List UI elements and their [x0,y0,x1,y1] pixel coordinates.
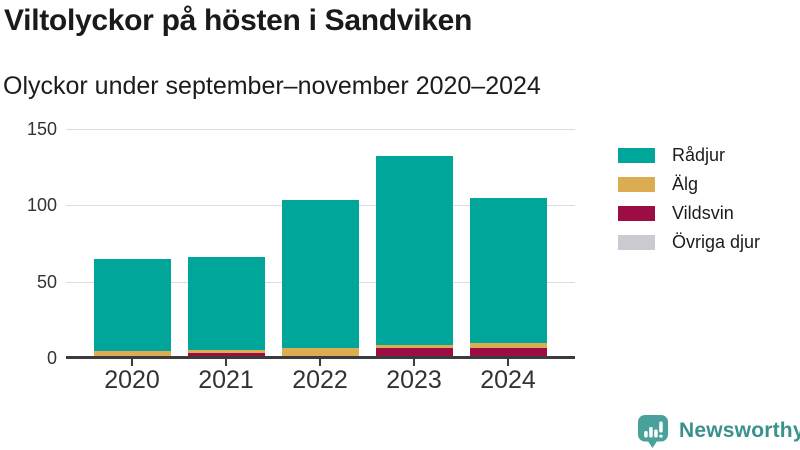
legend-label: Vildsvin [672,203,734,223]
bar-segment-2024-Älg [469,343,547,348]
x-axis-tick [507,358,509,366]
bar-segment-2021-Vildsvin [187,353,265,356]
chart-subtitle: Olyckor under september–november 2020–20… [3,72,541,100]
legend-item-Älg: Älg [618,174,760,194]
bar-segment-2024-Vildsvin [469,348,547,356]
bar-segment-2022-Rådjur [281,200,359,348]
legend-label: Älg [672,174,699,194]
bar-2021 [187,257,265,356]
newsworthy-icon [638,415,668,448]
bar-2022 [281,200,359,356]
legend-item-Rådjur: Rådjur [618,145,760,165]
legend-label: Rådjur [672,145,726,165]
newsworthy-logo-link[interactable]: Newsworthy [636,413,800,449]
legend-item-Vildsvin: Vildsvin [618,203,760,223]
legend-swatch [618,234,655,250]
newsworthy-logo-text: Newsworthy [679,419,800,442]
bar-segment-2020-Älg [93,351,171,356]
x-axis-label-2022: 2022 [292,366,348,394]
x-axis-line [66,356,575,359]
bar-segment-2022-Älg [281,348,359,356]
legend-swatch [618,205,655,221]
bar-2023 [375,156,453,356]
legend-swatch [618,176,655,192]
legend-item-Övriga djur: Övriga djur [618,232,760,252]
chart-title: Viltolyckor på hösten i Sandviken [4,4,473,37]
bar-segment-2021-Rådjur [187,257,265,350]
x-axis-label-2021: 2021 [198,366,254,394]
y-axis-tick-label: 100 [26,195,57,215]
bar-segment-2023-Älg [375,345,453,348]
bar-segment-2024-Rådjur [469,198,547,343]
x-axis-label-2024: 2024 [480,366,536,394]
x-axis-tick [319,358,321,366]
legend-swatch [618,147,655,163]
y-axis-tick-label: 150 [26,119,57,139]
y-axis-tick-label: 0 [46,348,57,368]
x-axis-label-2023: 2023 [386,366,442,394]
legend: Rådjur Älg Vildsvin Övriga djur [618,145,760,261]
x-axis-tick [413,358,415,366]
bar-segment-2020-Rådjur [93,259,171,351]
x-axis-label-2020: 2020 [104,366,160,394]
y-axis-tick-label: 50 [36,272,57,292]
bar-segment-2023-Rådjur [375,156,453,345]
bar-2024 [469,198,547,356]
legend-label: Övriga djur [672,232,761,252]
x-axis-tick [225,358,227,366]
bar-segment-2023-Vildsvin [375,348,453,356]
gridline-150 [66,129,575,130]
bar-segment-2021-Älg [187,350,265,353]
x-axis-tick [131,358,133,366]
bar-2020 [93,259,171,356]
